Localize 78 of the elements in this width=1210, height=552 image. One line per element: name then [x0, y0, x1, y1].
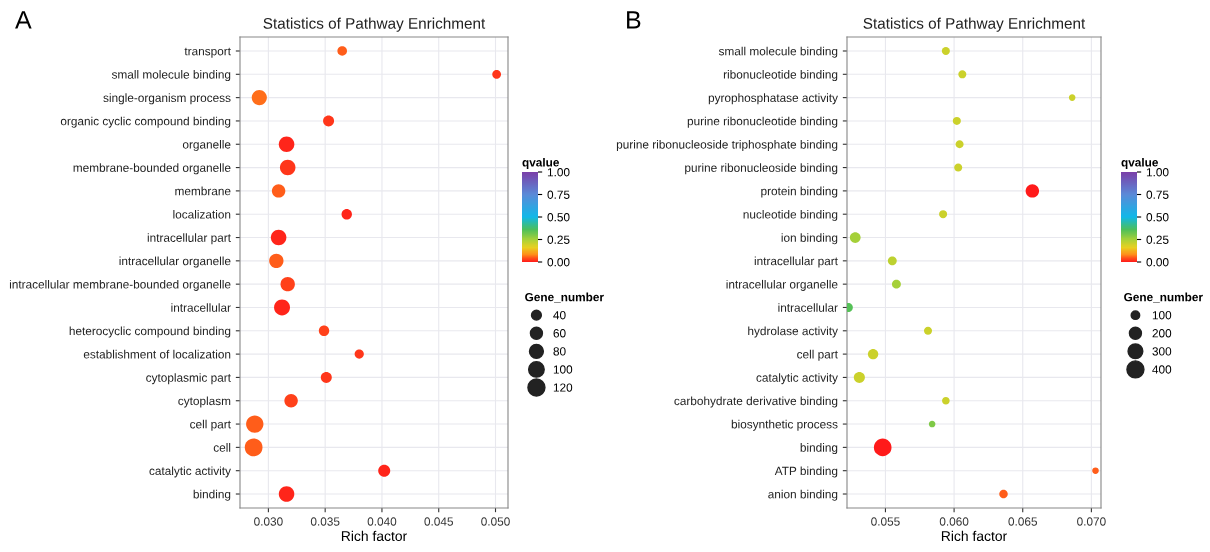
color-bar-label: 0.50 — [1146, 213, 1169, 222]
y-tick-label: carbohydrate derivative binding — [674, 396, 838, 408]
y-tick-label: protein binding — [761, 186, 838, 198]
y-tick-label: biosynthetic process — [731, 419, 838, 431]
legend-label: 60 — [553, 329, 566, 338]
y-tick-label: purine ribonucleoside triphosphate binding — [616, 139, 838, 151]
x-tick-label: 0.065 — [1008, 517, 1038, 526]
color-bar-title: qvalue — [1121, 157, 1158, 169]
x-axis-title: Rich factor — [341, 530, 407, 542]
y-tick-label: establishment of localization — [83, 349, 231, 359]
legend-title: Gene_number — [525, 292, 604, 303]
x-tick-label: 0.055 — [871, 517, 900, 526]
y-tick-label: heterocyclic compound binding — [69, 326, 231, 338]
y-tick-label: ion binding — [781, 233, 838, 245]
y-tick-label: catalytic activity — [149, 466, 231, 478]
text: A — [15, 11, 32, 29]
y-tick-label: ATP binding — [774, 466, 838, 478]
y-tick-label: membrane-bounded organelle — [73, 163, 231, 175]
y-tick-label: organic cyclic compound binding — [60, 116, 231, 128]
color-bar-label: 0.00 — [547, 258, 570, 267]
y-tick-label: purine ribonucleoside binding — [685, 163, 838, 175]
y-tick-label: purine ribonucleotide binding — [687, 116, 838, 128]
y-tick-label: intracellular part — [147, 233, 231, 245]
legend-label: 120 — [553, 383, 573, 392]
y-tick-label: anion binding — [768, 489, 838, 501]
legend-label: 400 — [1152, 365, 1172, 374]
color-bar-label: 1.00 — [547, 168, 570, 177]
x-tick-label: 0.060 — [939, 517, 969, 526]
x-tick-label: 0.035 — [310, 517, 340, 526]
y-tick-label: single-organism process — [103, 93, 231, 105]
x-tick-label: 0.070 — [1077, 517, 1106, 526]
y-tick-label: intracellular membrane-bounded organelle — [9, 279, 231, 291]
y-tick-label: intracellular organelle — [119, 256, 231, 268]
y-tick-label: small molecule binding — [718, 46, 838, 58]
y-tick-label: transport — [184, 47, 231, 58]
y-tick-label: catalytic activity — [756, 373, 838, 385]
x-tick-label: 0.045 — [424, 517, 454, 526]
chart-title: Statistics of Pathway Enrichment — [863, 17, 1086, 32]
x-tick-label: 0.030 — [254, 517, 283, 526]
color-bar-label: 0.75 — [1146, 190, 1169, 199]
y-tick-label: organelle — [182, 139, 231, 151]
legend-label: 200 — [1152, 329, 1172, 338]
legend-label: 100 — [1152, 311, 1172, 320]
legend-label: 100 — [553, 365, 573, 374]
legend-label: 300 — [1152, 347, 1172, 356]
y-tick-label: cytoplasm — [178, 396, 231, 408]
y-tick-label: binding — [193, 489, 231, 501]
y-tick-label: small molecule binding — [111, 70, 231, 82]
color-bar-label: 0.00 — [1146, 258, 1169, 267]
y-tick-label: intracellular organelle — [726, 279, 838, 291]
y-tick-label: cell — [213, 443, 231, 452]
y-tick-label: ribonucleotide binding — [723, 70, 838, 82]
y-tick-label: pyrophosphatase activity — [708, 93, 838, 105]
y-tick-label: cell part — [190, 419, 231, 431]
color-bar-label: 1.00 — [1146, 168, 1169, 177]
color-bar-title: qvalue — [522, 157, 559, 169]
legend-label: 40 — [553, 311, 566, 320]
x-axis-title: Rich factor — [941, 530, 1007, 542]
y-tick-label: nucleotide binding — [743, 209, 838, 221]
legend-title: Gene_number — [1124, 292, 1203, 303]
x-tick-label: 0.040 — [367, 517, 397, 526]
y-tick-label: intracellular — [171, 303, 231, 312]
y-tick-label: intracellular part — [754, 256, 838, 268]
legend-label: 80 — [553, 347, 566, 356]
color-bar-label: 0.75 — [547, 190, 570, 199]
y-tick-label: intracellular — [778, 303, 838, 312]
text: B — [627, 11, 641, 29]
y-tick-label: hydrolase activity — [748, 326, 838, 338]
y-tick-label: localization — [173, 209, 231, 219]
y-tick-label: binding — [800, 443, 838, 455]
y-tick-label: cell part — [797, 349, 838, 361]
color-bar-label: 0.25 — [1146, 235, 1169, 244]
y-tick-label: cytoplasmic part — [146, 373, 231, 385]
color-bar-label: 0.25 — [547, 235, 570, 244]
x-tick-label: 0.050 — [481, 517, 510, 526]
color-bar-label: 0.50 — [547, 213, 570, 222]
chart-title: Statistics of Pathway Enrichment — [263, 17, 486, 32]
y-tick-label: membrane — [175, 186, 231, 196]
